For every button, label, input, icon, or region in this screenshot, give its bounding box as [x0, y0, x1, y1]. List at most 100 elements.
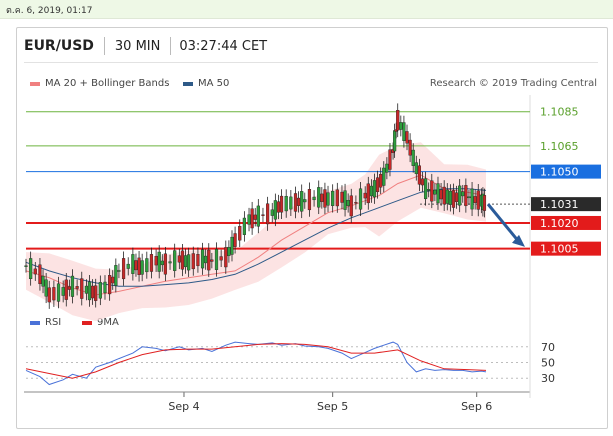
candle: [41, 275, 45, 287]
candle: [117, 270, 121, 272]
candle: [219, 256, 223, 261]
candle: [67, 286, 71, 290]
candle: [247, 214, 251, 225]
forecast-arrow: [486, 203, 521, 243]
candle: [303, 199, 307, 203]
candle: [372, 180, 377, 198]
candle: [24, 265, 28, 267]
level-tag-1.1005: [531, 241, 601, 256]
candle: [354, 202, 358, 204]
legend-9ma-label: 9MA: [97, 317, 119, 328]
candle: [90, 285, 95, 299]
candle: [445, 189, 449, 204]
candle: [180, 250, 185, 270]
legend-ma50-label: MA 50: [198, 78, 230, 89]
time-label: 03:27:44 CET: [179, 38, 268, 54]
timeframe-label[interactable]: 30 MIN: [114, 38, 161, 54]
level-label-1.1050: 1.1050: [540, 166, 579, 179]
candle: [331, 190, 335, 206]
candle: [183, 255, 188, 268]
candle: [461, 191, 465, 197]
candle: [411, 149, 415, 166]
level-tag-1.1065: [531, 138, 601, 153]
candle: [458, 185, 462, 206]
candle: [296, 197, 301, 206]
candle: [417, 165, 422, 185]
candle: [103, 281, 107, 294]
x-tick-label: Sep 4: [168, 400, 199, 413]
candle: [451, 190, 456, 208]
candle: [173, 250, 177, 271]
legend-ma20: MA 20 + Bollinger Bands: [30, 78, 169, 89]
candle: [230, 236, 234, 255]
candle: [33, 268, 37, 275]
candle: [312, 196, 316, 201]
candle: [349, 195, 353, 217]
candle: [388, 149, 392, 170]
level-label-1.1020: 1.1020: [540, 217, 579, 230]
candle: [108, 275, 112, 295]
chart-header: EUR/USD 30 MIN 03:27:44 CET: [24, 36, 267, 56]
candle: [157, 251, 161, 272]
rsi-swatch: [30, 320, 40, 325]
legend-rsi: RSI: [30, 317, 61, 328]
legend-9ma: 9MA: [82, 317, 119, 328]
symbol-label: EUR/USD: [24, 38, 94, 54]
candle: [476, 190, 480, 210]
candle: [196, 254, 200, 267]
legend-ma20-label: MA 20 + Bollinger Bands: [45, 78, 170, 89]
candle: [423, 178, 428, 200]
candle: [61, 287, 65, 296]
candle: [396, 110, 400, 131]
level-label-1.1085: 1.1085: [540, 106, 579, 119]
candle: [233, 233, 237, 247]
research-credit: Research © 2019 Trading Central: [429, 78, 597, 89]
candle: [214, 249, 219, 270]
forecast-arrowhead: [512, 234, 525, 247]
candle: [420, 178, 425, 186]
candle: [261, 214, 265, 216]
header-divider: [103, 37, 105, 55]
candle: [126, 263, 130, 269]
ma20-line: [25, 174, 487, 296]
candle: [473, 196, 477, 203]
candle: [442, 186, 446, 205]
candle: [343, 190, 347, 210]
level-tag-1.1085: [531, 104, 601, 119]
candle: [47, 287, 51, 303]
candle: [114, 265, 118, 286]
candle: [38, 264, 42, 285]
candle: [163, 253, 167, 275]
candle: [464, 185, 468, 207]
candle: [191, 253, 195, 270]
candle: [300, 191, 304, 212]
9ma-line: [25, 343, 487, 379]
candle: [430, 180, 434, 202]
candle: [168, 261, 172, 264]
candle: [405, 131, 409, 144]
candle: [87, 281, 92, 301]
level-tag-1.1031: [531, 197, 601, 212]
legend-ma50: MA 50: [183, 78, 229, 89]
candle: [326, 192, 330, 206]
candle: [256, 205, 260, 227]
candle: [408, 139, 412, 156]
candle: [385, 163, 389, 173]
candle: [393, 130, 397, 152]
candle: [317, 187, 321, 208]
candle: [52, 287, 56, 301]
candle: [369, 185, 373, 197]
candle: [307, 189, 312, 211]
candle: [276, 201, 281, 213]
ma50-swatch: [183, 81, 193, 86]
ma9-swatch: [82, 320, 92, 325]
candle: [433, 189, 437, 195]
timestamp-bar: ต.ค. 6, 2019, 01:17: [0, 0, 613, 19]
candle: [454, 192, 459, 203]
header-divider: [170, 37, 172, 55]
header-rule: [24, 62, 598, 63]
level-tag-1.1050: [531, 164, 601, 179]
candle: [266, 203, 270, 225]
candle: [375, 177, 380, 193]
